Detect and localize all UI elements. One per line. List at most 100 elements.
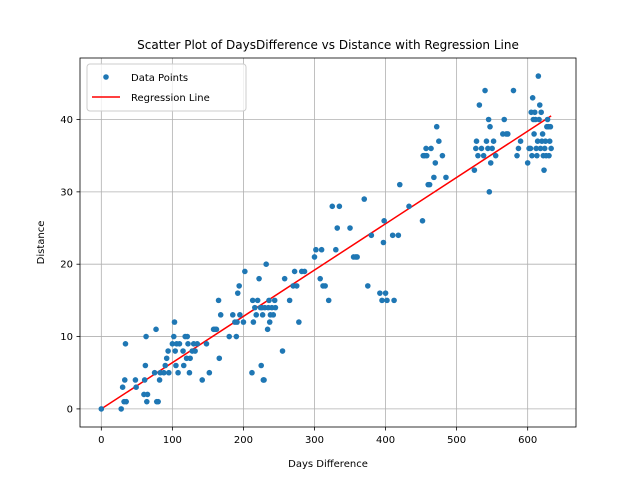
data-point [122,340,129,347]
data-point [184,333,191,340]
data-point [515,145,522,152]
data-point [538,109,544,116]
data-point [171,319,178,325]
data-point [233,333,240,340]
data-point [475,152,481,159]
data-point [334,225,341,231]
data-point [170,333,177,340]
data-point [433,123,440,130]
data-point [487,123,493,130]
data-point [368,232,375,239]
data-point [217,312,224,318]
data-point [489,145,495,152]
chart-title: Scatter Plot of DaysDifference vs Distan… [137,38,519,52]
y-axis-label: Distance [36,221,47,265]
data-point [169,340,176,347]
data-point [487,160,494,166]
data-point [541,145,548,152]
data-point [249,369,255,376]
data-point [121,377,128,383]
data-point [406,203,412,210]
data-point [544,116,551,123]
data-point [379,297,385,304]
plot-frame [79,57,577,428]
data-point [333,246,339,253]
data-point [173,362,179,369]
data-point [364,283,371,289]
data-point [384,297,390,304]
data-point [534,152,540,159]
data-point [535,73,542,79]
x-tick-label: 0 [98,435,104,446]
data-point [234,290,241,296]
data-point [216,355,223,362]
data-point [391,297,397,304]
data-point [118,406,125,412]
regression-line [100,115,552,410]
data-point [534,138,541,145]
legend-box [86,63,247,112]
x-tick-label: 100 [163,435,182,446]
y-axis-ticks: 0 10 20 30 40 [60,115,80,415]
data-point [436,138,442,145]
data-point [329,203,336,210]
data-point [155,398,161,405]
data-point [537,145,544,152]
data-point [395,232,402,239]
data-point [261,377,267,383]
data-point [322,283,328,289]
y-tick-label: 20 [60,260,73,271]
data-point [389,232,396,239]
x-tick-label: 300 [305,435,324,446]
data-point [539,131,546,137]
x-tick-label: 200 [234,435,253,446]
data-point [361,196,368,202]
data-point [264,326,271,333]
data-point [258,362,265,369]
data-point [249,297,256,304]
data-point [165,348,171,354]
data-point [423,145,429,152]
regression-line-group [100,115,552,410]
data-point [153,326,159,333]
data-point [213,326,220,333]
data-point [529,152,535,159]
data-point [471,167,478,173]
data-point [151,369,158,376]
data-point [313,246,319,253]
data-point [546,152,552,159]
data-point [143,398,150,405]
data-point [419,217,426,224]
data-point [318,246,325,253]
y-tick-label: 10 [60,332,73,343]
data-point [166,369,172,376]
data-point [270,312,277,318]
data-point [380,239,387,246]
data-point [291,268,298,275]
data-point [253,312,260,318]
data-point [476,102,483,108]
data-point [443,174,449,181]
data-point [347,225,353,231]
data-point [143,333,149,340]
data-point [256,275,262,282]
data-point [382,290,389,296]
data-point [272,304,279,311]
data-point [266,319,273,325]
data-point [377,290,383,296]
data-point [132,377,139,383]
data-point [432,160,439,166]
data-point [192,348,198,354]
x-axis-label: Days Difference [288,459,368,470]
data-point [547,123,554,130]
data-point [237,312,243,318]
data-point [98,406,105,412]
data-point [286,297,293,304]
data-point [176,340,183,347]
data-points-group [98,73,554,412]
data-point [252,304,258,311]
data-point [486,189,493,195]
data-point [510,87,517,94]
data-point [281,275,288,282]
